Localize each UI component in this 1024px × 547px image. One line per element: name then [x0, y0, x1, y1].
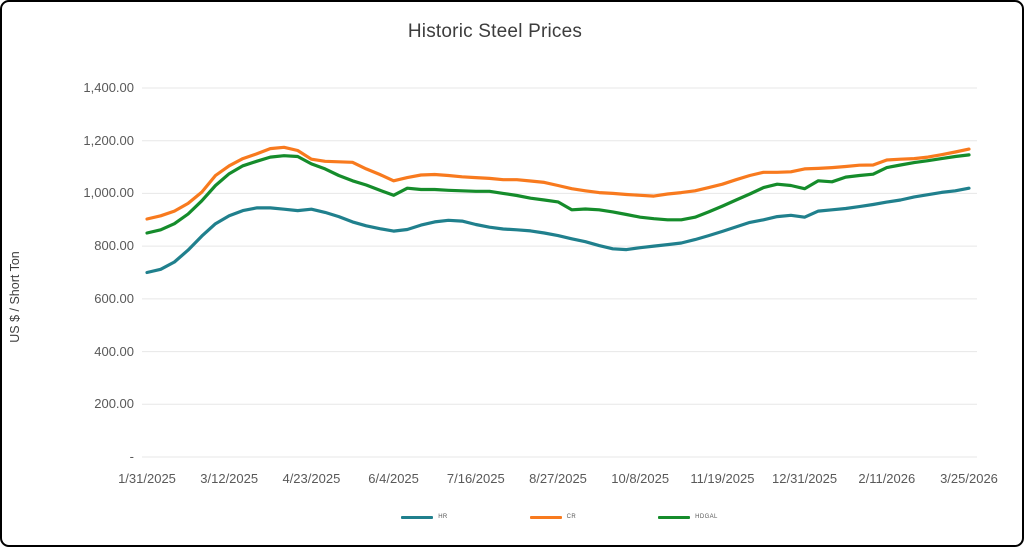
y-axis-tick-label: 400.00 — [94, 343, 134, 359]
x-axis-tick-label: 11/19/2025 — [690, 471, 755, 486]
x-axis-tick-label: 7/16/2025 — [446, 471, 505, 486]
legend-line-hr-icon — [401, 516, 434, 519]
x-axis-tick-label: 3/25/2026 — [940, 471, 998, 486]
x-axis-tick-label: 6/4/2025 — [368, 471, 419, 486]
legend-line-hdgal-icon — [658, 516, 691, 519]
series-line-cr — [145, 145, 971, 221]
y-axis-tick-label: 800.00 — [94, 238, 134, 254]
y-axis-tick-label: 1,400.00 — [83, 80, 134, 95]
legend: HR CR HDGAL — [142, 514, 977, 521]
series-line-hdgal — [145, 153, 971, 235]
y-axis-tick-label: 600.00 — [94, 290, 134, 306]
x-axis-tick-label: 10/8/2025 — [611, 471, 670, 486]
y-axis-tick-label: - — [129, 449, 134, 464]
legend-label-cr: CR — [566, 514, 577, 520]
x-axis-tick-label: 3/12/2025 — [200, 471, 259, 486]
x-axis-tick-label: 8/27/2025 — [529, 471, 587, 486]
y-axis-tick-label: 1,000.00 — [83, 185, 134, 201]
legend-label-hdgal: HDGAL — [695, 514, 718, 520]
legend-label-hr: HR — [438, 514, 448, 520]
y-axis-tick-label: 200.00 — [94, 396, 134, 412]
legend-item-hdgal: HDGAL — [658, 514, 718, 521]
chart-title: Historic Steel Prices — [407, 21, 583, 42]
x-axis-tick-label: 2/11/2026 — [858, 471, 916, 486]
series-line-hr — [145, 186, 971, 275]
y-axis-tick-label: 1,200.00 — [83, 132, 134, 148]
legend-item-hr: HR — [401, 514, 447, 521]
x-axis-tick-label: 1/31/2025 — [118, 471, 176, 486]
x-axis-tick-label: 12/31/2025 — [772, 471, 838, 486]
x-axis-tick-label: 4/23/2025 — [282, 471, 341, 486]
legend-item-cr: CR — [529, 514, 577, 521]
legend-line-cr-icon — [529, 516, 562, 519]
